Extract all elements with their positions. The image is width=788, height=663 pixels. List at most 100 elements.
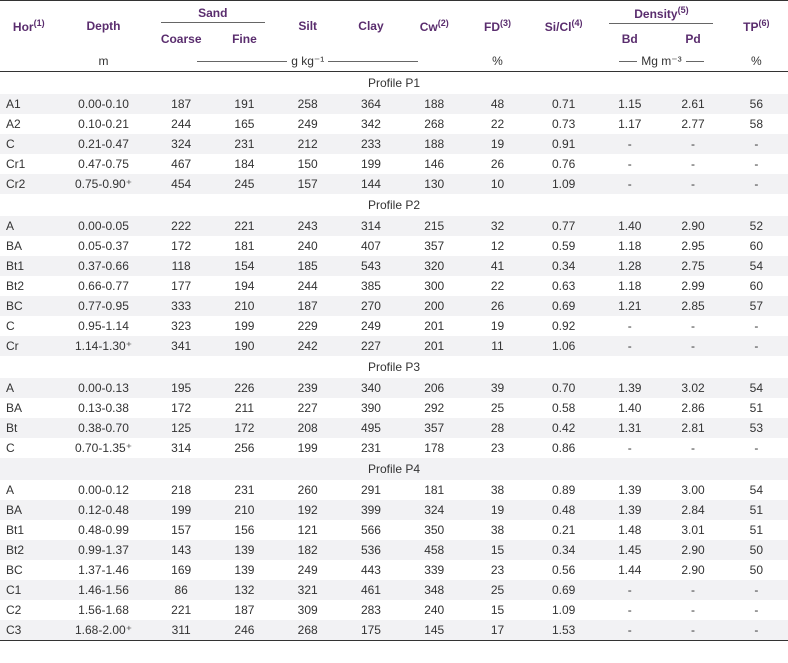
data-cell: 1.53 <box>529 620 598 641</box>
data-cell: 231 <box>213 480 276 500</box>
data-cell: 341 <box>150 336 213 356</box>
data-cell: - <box>598 600 661 620</box>
data-cell: 60 <box>725 276 788 296</box>
data-cell: 0.77 <box>529 216 598 236</box>
data-cell: - <box>598 438 661 458</box>
data-cell: 182 <box>276 540 339 560</box>
unit-gkg: g kg⁻¹ <box>150 50 466 72</box>
data-cell: 0.37-0.66 <box>58 256 150 276</box>
data-cell: 15 <box>466 540 529 560</box>
col-depth: Depth <box>58 1 150 51</box>
data-cell: 314 <box>339 216 402 236</box>
data-cell: 181 <box>403 480 466 500</box>
data-cell: 0.12-0.48 <box>58 500 150 520</box>
data-cell: 132 <box>213 580 276 600</box>
data-cell: 48 <box>466 94 529 114</box>
data-cell: 443 <box>339 560 402 580</box>
data-cell: 187 <box>150 94 213 114</box>
data-cell: 144 <box>339 174 402 194</box>
data-cell: 244 <box>276 276 339 296</box>
data-cell: 190 <box>213 336 276 356</box>
data-cell: 3.01 <box>661 520 724 540</box>
col-bd: Bd <box>598 28 661 50</box>
data-cell: 454 <box>150 174 213 194</box>
data-cell: 172 <box>150 236 213 256</box>
data-cell: 458 <box>403 540 466 560</box>
data-cell: 0.42 <box>529 418 598 438</box>
data-cell: 212 <box>276 134 339 154</box>
data-cell: 0.63 <box>529 276 598 296</box>
data-cell: 291 <box>339 480 402 500</box>
data-cell: 385 <box>339 276 402 296</box>
data-cell: 177 <box>150 276 213 296</box>
data-cell: 300 <box>403 276 466 296</box>
data-cell: 19 <box>466 500 529 520</box>
data-cell: 143 <box>150 540 213 560</box>
data-cell: 54 <box>725 256 788 276</box>
data-cell: 54 <box>725 480 788 500</box>
data-cell: 41 <box>466 256 529 276</box>
col-clay: Clay <box>339 1 402 51</box>
data-cell: 1.31 <box>598 418 661 438</box>
data-cell: 1.40 <box>598 398 661 418</box>
horizon-cell: BC <box>0 560 58 580</box>
horizon-cell: C <box>0 134 58 154</box>
data-cell: 339 <box>403 560 466 580</box>
data-cell: 172 <box>150 398 213 418</box>
data-cell: 0.58 <box>529 398 598 418</box>
data-cell: - <box>661 620 724 641</box>
horizon-cell: C1 <box>0 580 58 600</box>
data-cell: 26 <box>466 296 529 316</box>
data-cell: 1.68-2.00⁺ <box>58 620 150 641</box>
col-hor: Hor(1) <box>0 1 58 51</box>
data-cell: 0.47-0.75 <box>58 154 150 174</box>
data-cell: 0.77-0.95 <box>58 296 150 316</box>
data-cell: - <box>725 438 788 458</box>
data-cell: - <box>598 316 661 336</box>
data-cell: 130 <box>403 174 466 194</box>
data-cell: 200 <box>403 296 466 316</box>
data-cell: 10 <box>466 174 529 194</box>
data-cell: - <box>661 580 724 600</box>
data-cell: 2.95 <box>661 236 724 256</box>
data-cell: 51 <box>725 398 788 418</box>
data-cell: 249 <box>276 114 339 134</box>
data-cell: 2.99 <box>661 276 724 296</box>
data-cell: 0.34 <box>529 256 598 276</box>
data-cell: 211 <box>213 398 276 418</box>
data-cell: 17 <box>466 620 529 641</box>
data-cell: - <box>661 438 724 458</box>
horizon-cell: C <box>0 316 58 336</box>
data-cell: 0.00-0.05 <box>58 216 150 236</box>
data-cell: 191 <box>213 94 276 114</box>
col-fd: FD(3) <box>466 1 529 51</box>
data-cell: 233 <box>339 134 402 154</box>
data-cell: 495 <box>339 418 402 438</box>
data-cell: 226 <box>213 378 276 398</box>
data-cell: 0.21-0.47 <box>58 134 150 154</box>
data-cell: 60 <box>725 236 788 256</box>
data-cell: 0.99-1.37 <box>58 540 150 560</box>
data-cell: 181 <box>213 236 276 256</box>
data-cell: 0.86 <box>529 438 598 458</box>
data-cell: 187 <box>213 600 276 620</box>
data-cell: 311 <box>150 620 213 641</box>
data-cell: 2.85 <box>661 296 724 316</box>
data-cell: 0.69 <box>529 296 598 316</box>
data-cell: 221 <box>213 216 276 236</box>
data-cell: 348 <box>403 580 466 600</box>
data-cell: 23 <box>466 560 529 580</box>
data-cell: 139 <box>213 540 276 560</box>
data-cell: 146 <box>403 154 466 174</box>
data-cell: 0.38-0.70 <box>58 418 150 438</box>
data-cell: 154 <box>213 256 276 276</box>
data-cell: 1.45 <box>598 540 661 560</box>
data-cell: 172 <box>213 418 276 438</box>
data-cell: 57 <box>725 296 788 316</box>
data-cell: - <box>725 154 788 174</box>
col-density-group: Density(5) <box>598 1 725 29</box>
horizon-cell: BA <box>0 500 58 520</box>
data-cell: 242 <box>276 336 339 356</box>
data-cell: 51 <box>725 500 788 520</box>
data-cell: 0.59 <box>529 236 598 256</box>
